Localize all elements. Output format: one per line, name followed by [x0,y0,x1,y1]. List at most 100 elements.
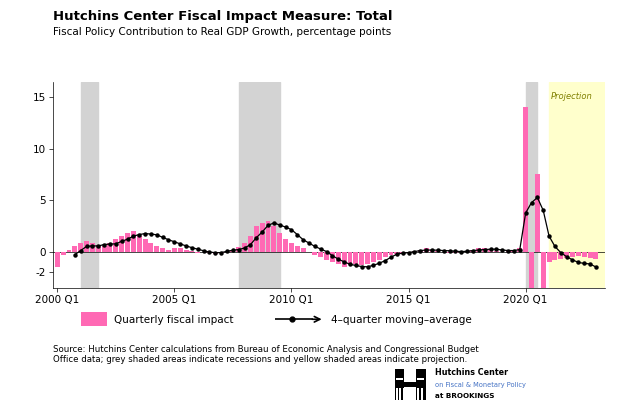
Bar [213,252,218,254]
Bar [154,246,159,252]
Bar [396,388,398,400]
Text: Projection: Projection [551,92,593,101]
Bar [535,174,540,252]
Bar [183,250,188,252]
Bar [107,243,112,252]
Bar [418,250,422,252]
Text: Fiscal Policy Contribution to Real GDP Growth, percentage points: Fiscal Policy Contribution to Real GDP G… [53,27,391,37]
Bar [424,248,429,252]
Bar [549,82,605,288]
Bar [529,252,534,293]
Bar [505,251,510,252]
Bar [576,252,581,256]
Bar [465,251,470,252]
Bar [394,252,399,254]
Bar [207,252,212,253]
Bar [558,252,563,259]
Bar [190,251,195,252]
Bar [512,250,517,252]
Bar [219,252,223,253]
Bar [195,252,200,253]
Bar [236,248,241,252]
Bar [371,252,376,262]
Bar [421,388,422,400]
Bar [593,252,598,259]
Bar [131,231,136,252]
Bar [55,252,60,267]
Bar [242,243,247,252]
Text: Quarterly fiscal impact: Quarterly fiscal impact [114,315,233,325]
Bar [90,243,95,252]
Bar [301,248,306,252]
Bar [342,252,346,267]
Bar [80,82,98,288]
Bar [494,251,499,252]
Text: Source: Hutchins Center calculations from Bureau of Economic Analysis and Congre: Source: Hutchins Center calculations fro… [53,345,479,364]
Bar [582,252,587,257]
Bar [119,236,124,252]
Text: Hutchins Center: Hutchins Center [435,368,508,377]
Bar [78,243,83,252]
Text: Hutchins Center Fiscal Impact Measure: Total: Hutchins Center Fiscal Impact Measure: T… [53,10,392,23]
Bar [125,233,130,252]
Bar [248,236,253,252]
Bar [383,252,388,257]
Bar [488,250,493,252]
Bar [453,252,458,253]
Bar [271,226,276,252]
Bar [552,252,557,260]
Bar [447,252,452,253]
Bar [114,239,119,252]
Bar [348,252,353,265]
Bar [289,243,294,252]
Bar [412,251,417,252]
Bar [230,250,235,252]
Bar [517,248,522,252]
Bar [564,252,569,258]
Bar [436,251,441,252]
Bar [166,250,171,252]
Bar [395,369,404,400]
Bar [72,246,77,252]
Bar [417,388,419,400]
Bar [313,252,318,255]
Bar [137,236,142,252]
Bar [266,221,270,252]
Bar [395,382,426,387]
Bar [400,252,405,253]
Bar [260,223,265,252]
Bar [429,250,434,252]
Bar [61,252,66,255]
Bar [402,388,405,400]
Bar [399,388,401,400]
Text: 4–quarter moving–average: 4–quarter moving–average [331,315,472,325]
Bar [389,252,394,255]
Bar [541,252,545,303]
Bar [416,369,426,400]
Bar [143,239,147,252]
Bar [359,252,364,265]
Bar [324,252,329,260]
Bar [330,252,335,262]
Bar [283,239,288,252]
Bar [295,246,300,252]
Bar [254,226,259,252]
Text: on Fiscal & Monetary Policy: on Fiscal & Monetary Policy [435,381,526,388]
Bar [172,248,177,252]
Bar [396,378,403,380]
Bar [160,248,165,252]
Bar [102,246,107,252]
Bar [417,378,424,380]
Bar [353,252,358,264]
Bar [239,82,280,288]
Bar [365,252,370,264]
Bar [470,250,475,252]
Bar [95,245,100,252]
Bar [476,248,481,252]
Text: at BROOKINGS: at BROOKINGS [435,392,494,399]
Bar [178,248,183,252]
Bar [318,252,323,257]
Bar [525,82,537,288]
Bar [277,233,282,252]
Bar [149,243,154,252]
